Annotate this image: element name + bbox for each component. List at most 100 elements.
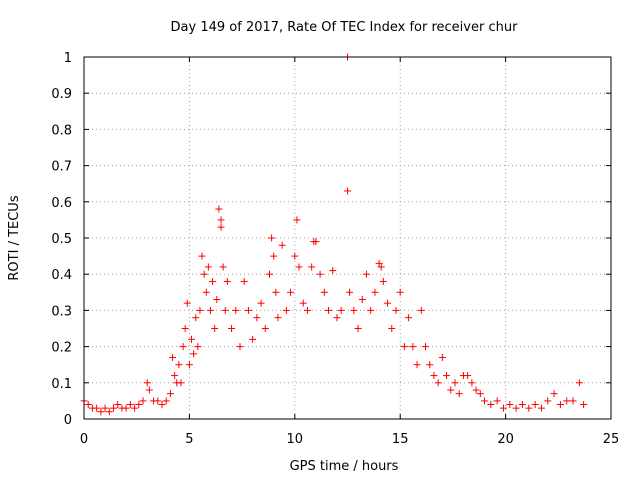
data-point	[84, 401, 92, 409]
y-tick-label: 0.6	[51, 196, 72, 211]
y-tick-label: 0.1	[51, 377, 72, 392]
data-point	[190, 350, 198, 358]
data-point	[569, 397, 577, 405]
x-tick-label: 15	[392, 432, 409, 447]
data-point	[455, 390, 463, 398]
data-point	[388, 325, 396, 332]
data-point	[476, 390, 484, 398]
data-point	[185, 361, 193, 369]
data-point	[181, 325, 189, 332]
data-point	[472, 386, 480, 394]
y-tick-label: 0.7	[51, 160, 72, 175]
data-point	[282, 306, 290, 314]
data-point	[200, 270, 208, 278]
data-point	[371, 288, 379, 296]
y-tick-label: 0.9	[51, 87, 72, 102]
data-point	[384, 299, 392, 307]
data-point	[287, 288, 295, 296]
data-point	[563, 397, 571, 405]
data-point	[257, 299, 265, 307]
data-point	[344, 187, 351, 195]
data-point	[272, 288, 280, 296]
y-tick-label: 0.3	[51, 304, 72, 319]
data-point	[506, 401, 514, 409]
data-point	[228, 325, 236, 332]
data-point	[131, 404, 139, 412]
data-point	[183, 299, 191, 307]
data-point	[487, 401, 495, 409]
data-point	[325, 306, 333, 314]
data-point	[333, 314, 341, 322]
data-point	[346, 288, 354, 296]
data-point	[493, 397, 501, 405]
data-point	[194, 343, 202, 351]
data-point	[268, 234, 276, 242]
data-point	[110, 404, 118, 412]
data-point	[175, 361, 183, 369]
data-point	[196, 306, 204, 314]
x-tick-label: 0	[80, 432, 88, 447]
data-point	[413, 361, 421, 369]
data-point	[143, 379, 151, 387]
data-point	[192, 314, 200, 322]
y-axis-label: ROTI / TECUs	[7, 195, 22, 280]
data-point	[145, 386, 153, 394]
x-axis-label: GPS time / hours	[290, 459, 399, 474]
y-tick-label: 0.2	[51, 341, 72, 356]
data-point	[221, 306, 229, 314]
y-tick-label: 0.8	[51, 123, 72, 138]
data-point	[266, 270, 274, 278]
x-tick-label: 25	[603, 432, 620, 447]
data-point	[291, 252, 299, 260]
data-point	[377, 263, 385, 271]
data-point	[518, 401, 526, 409]
data-point	[177, 379, 185, 387]
data-point	[316, 270, 324, 278]
data-point	[274, 314, 282, 322]
data-point	[270, 252, 278, 260]
data-point	[464, 372, 472, 380]
data-point	[320, 288, 328, 296]
data-point	[350, 306, 358, 314]
data-point	[396, 288, 404, 296]
data-point	[213, 296, 221, 304]
data-point	[417, 306, 425, 314]
data-point	[114, 401, 122, 409]
data-point	[329, 267, 337, 275]
data-point	[244, 306, 252, 314]
data-point	[447, 386, 455, 394]
data-point	[171, 372, 179, 380]
data-point	[308, 263, 316, 271]
data-point	[215, 205, 223, 213]
axis-ticks: 0 5 10 15 20 25 0 0.1 0.2 0.3 0.4 0.5 0.6 0.7 0.8 0.9 1	[51, 51, 619, 447]
data-point	[358, 296, 366, 304]
data-point	[249, 335, 257, 343]
data-point	[575, 379, 583, 387]
data-point	[451, 379, 459, 387]
data-point	[253, 314, 261, 322]
data-point	[525, 404, 533, 412]
x-tick-label: 20	[497, 432, 514, 447]
data-point	[362, 270, 370, 278]
data-point	[434, 379, 442, 387]
data-point	[400, 343, 408, 351]
data-point	[312, 238, 320, 246]
data-point	[154, 397, 162, 405]
grid-lines	[84, 57, 611, 419]
data-point	[354, 325, 362, 332]
data-point	[206, 306, 214, 314]
data-point	[232, 306, 240, 314]
y-tick-label: 0	[64, 413, 72, 428]
chart-title: Day 149 of 2017, Rate Of TEC Index for r…	[171, 20, 519, 35]
data-point	[443, 372, 451, 380]
data-point	[217, 216, 225, 224]
data-point	[293, 216, 301, 224]
data-point	[236, 343, 244, 351]
data-point	[580, 401, 588, 409]
x-tick-label: 5	[185, 432, 193, 447]
data-point	[278, 241, 286, 249]
data-point	[97, 408, 105, 416]
data-point	[430, 372, 438, 380]
data-point	[101, 404, 109, 412]
